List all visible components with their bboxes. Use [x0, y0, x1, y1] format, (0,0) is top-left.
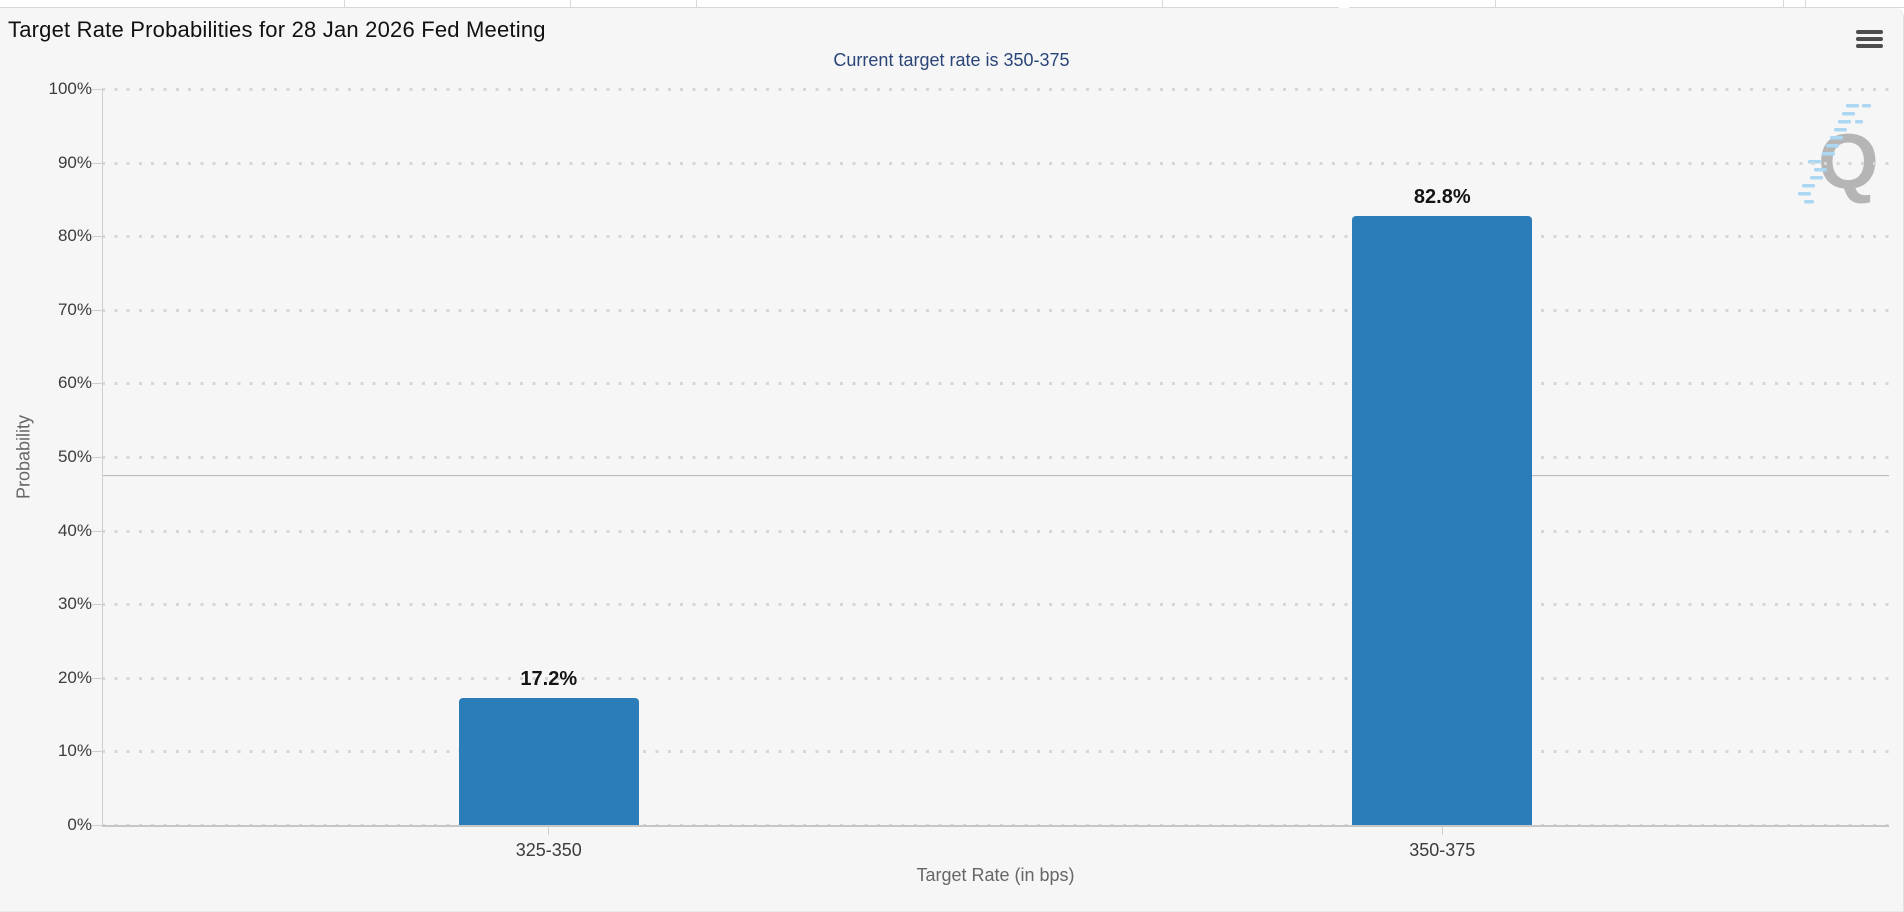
bar-325-350[interactable] — [458, 698, 639, 825]
top-strip-gap — [1339, 0, 1349, 9]
y-gridline-60 — [102, 382, 1889, 386]
y-tick-mark — [92, 530, 102, 532]
y-tick-mark — [92, 309, 102, 311]
x-category-label-325-350: 325-350 — [515, 840, 582, 860]
bar-value-label-325-350: 17.2% — [520, 668, 578, 691]
y-gridline-20 — [102, 676, 1889, 680]
y-tick-label: 0% — [67, 815, 92, 834]
y-tick-label: 70% — [57, 299, 92, 319]
y-tick-mark — [92, 89, 102, 90]
y-tick-mark — [92, 604, 102, 606]
x-tick-mark — [548, 825, 550, 835]
y-tick-label: 60% — [57, 373, 92, 393]
hamburger-menu-icon — [1855, 30, 1883, 48]
top-strip-divider — [696, 0, 697, 8]
y-gridline-30 — [102, 603, 1889, 607]
top-strip-divider — [344, 0, 345, 8]
chart-subtitle: Current target rate is 350-375 — [833, 50, 1070, 70]
top-strip-divider — [1805, 0, 1806, 8]
top-edge-strip — [0, 0, 1904, 9]
y-gridline-70 — [102, 308, 1889, 312]
x-axis-title: Target Rate (in bps) — [916, 865, 1075, 885]
plot-area: 17.2% 325-350 82.8% 350-375 — [102, 88, 1889, 860]
y-tick-mark — [92, 383, 102, 385]
x-category-label-350-375: 350-375 — [1409, 840, 1476, 860]
y-tick-mark — [92, 236, 102, 238]
y-tick-label: 30% — [57, 594, 92, 614]
y-gridline-80 — [102, 235, 1889, 239]
top-strip-divider — [1783, 0, 1784, 8]
y-tick-mark — [92, 457, 102, 458]
chart-container: Target Rate Probabilities for 28 Jan 202… — [0, 8, 1904, 912]
chart-menu-button[interactable] — [1849, 22, 1889, 56]
bar-value-label-350-375: 82.8% — [1413, 185, 1471, 208]
y-tick-label: 100% — [48, 79, 92, 98]
y-gridline-50 — [102, 456, 1889, 459]
x-tick-mark — [1441, 825, 1443, 835]
y-gridline-10 — [102, 750, 1889, 754]
y-tick-mark — [92, 825, 102, 826]
plot-line — [102, 474, 1889, 476]
y-tick-label: 40% — [57, 520, 92, 540]
y-tick-label: 50% — [57, 447, 92, 466]
y-tick-label: 20% — [57, 667, 92, 687]
y-tick-mark — [92, 677, 102, 679]
y-gridline-100 — [102, 88, 1889, 91]
y-axis-line — [102, 89, 103, 825]
y-tick-label: 80% — [57, 226, 92, 246]
y-tick-label: 10% — [57, 741, 92, 761]
top-strip-divider — [1495, 0, 1496, 8]
top-strip-divider — [1162, 0, 1163, 8]
top-strip-divider — [570, 0, 571, 8]
y-tick-label: 90% — [57, 152, 92, 172]
y-gridline-90 — [102, 161, 1889, 165]
x-axis-line — [102, 825, 1889, 827]
y-gridline-40 — [102, 529, 1889, 533]
y-tick-mark — [92, 751, 102, 753]
chart-title: Target Rate Probabilities for 28 Jan 202… — [8, 17, 546, 42]
bar-350-375[interactable] — [1352, 215, 1533, 825]
y-tick-mark — [92, 162, 102, 164]
